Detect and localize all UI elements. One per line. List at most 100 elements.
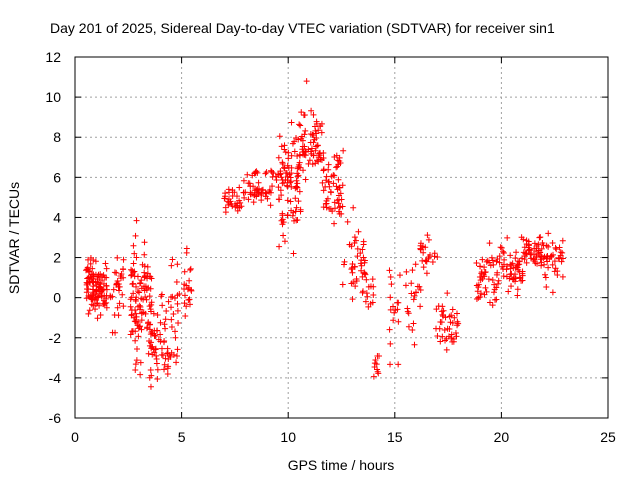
data-point xyxy=(515,266,522,273)
data-point xyxy=(185,296,192,303)
data-point xyxy=(515,258,522,265)
data-point xyxy=(285,149,292,156)
data-point xyxy=(359,288,366,295)
data-point xyxy=(136,302,143,309)
data-point xyxy=(133,283,140,290)
data-point xyxy=(504,263,511,270)
data-point xyxy=(294,217,301,224)
data-point xyxy=(255,189,262,196)
data-point xyxy=(134,288,141,295)
data-point xyxy=(292,195,299,202)
data-point xyxy=(287,198,294,205)
data-point xyxy=(84,286,91,293)
data-point xyxy=(162,316,169,323)
data-point xyxy=(157,338,164,345)
data-point xyxy=(145,350,152,357)
data-point xyxy=(168,262,175,269)
data-point xyxy=(538,245,545,252)
data-point xyxy=(130,242,137,249)
data-point xyxy=(327,206,334,213)
data-point xyxy=(263,169,270,176)
data-point xyxy=(244,171,251,178)
data-point xyxy=(174,346,181,353)
data-point xyxy=(410,296,417,303)
data-point xyxy=(92,278,99,285)
data-point xyxy=(355,228,362,235)
y-tick-labels: -6 -4 -2 0 2 4 6 8 10 12 xyxy=(45,49,61,426)
data-point xyxy=(158,345,165,352)
data-point xyxy=(486,259,493,266)
data-point xyxy=(136,289,143,296)
data-point xyxy=(495,277,502,284)
data-point xyxy=(541,271,548,278)
data-point xyxy=(187,267,194,274)
data-point xyxy=(409,267,416,274)
data-point xyxy=(103,304,110,311)
x-tick-label: 15 xyxy=(387,429,403,445)
data-point xyxy=(138,317,145,324)
data-point xyxy=(291,138,298,145)
data-point xyxy=(425,236,432,243)
data-point xyxy=(408,280,415,287)
data-point xyxy=(417,286,424,293)
data-point xyxy=(361,259,368,266)
data-point xyxy=(245,196,252,203)
data-point xyxy=(148,339,155,346)
data-point xyxy=(140,284,147,291)
data-point xyxy=(308,145,315,152)
y-tick-label: -6 xyxy=(49,410,62,426)
data-point xyxy=(358,257,365,264)
data-point xyxy=(295,172,302,179)
data-point xyxy=(336,204,343,211)
data-point xyxy=(331,199,338,206)
data-point xyxy=(322,200,329,207)
data-point xyxy=(516,261,523,268)
data-point xyxy=(282,149,289,156)
data-point xyxy=(137,371,144,378)
data-point xyxy=(236,204,243,211)
data-point xyxy=(559,273,566,280)
data-point xyxy=(132,367,139,374)
data-point xyxy=(93,282,100,289)
data-point xyxy=(87,273,94,280)
data-point xyxy=(496,259,503,266)
data-point xyxy=(446,313,453,320)
data-point xyxy=(159,302,166,309)
data-point xyxy=(119,291,126,298)
data-point xyxy=(114,254,121,261)
data-point xyxy=(102,260,109,267)
data-point xyxy=(237,199,244,206)
data-point xyxy=(288,178,295,185)
data-point xyxy=(294,152,301,159)
data-point xyxy=(333,164,340,171)
data-point xyxy=(439,333,446,340)
data-point xyxy=(500,266,507,273)
data-point xyxy=(282,170,289,177)
data-point xyxy=(186,296,193,303)
data-point xyxy=(275,154,282,161)
data-point xyxy=(320,187,327,194)
data-point xyxy=(350,279,357,286)
data-point xyxy=(559,237,566,244)
data-point xyxy=(489,277,496,284)
data-point xyxy=(412,289,419,296)
data-point xyxy=(391,309,398,316)
data-point xyxy=(300,151,307,158)
data-point xyxy=(340,147,347,154)
data-points xyxy=(83,78,566,390)
data-point xyxy=(134,273,141,280)
data-point xyxy=(307,148,314,155)
data-point xyxy=(154,375,161,382)
data-point xyxy=(298,135,305,142)
data-point xyxy=(425,255,432,262)
data-point xyxy=(148,301,155,308)
data-point xyxy=(176,291,183,298)
data-point xyxy=(183,245,190,252)
data-point xyxy=(359,273,366,280)
data-point xyxy=(111,312,118,319)
data-point xyxy=(452,330,459,337)
data-point xyxy=(314,142,321,149)
data-point xyxy=(83,267,90,274)
data-point xyxy=(349,296,356,303)
data-point xyxy=(323,204,330,211)
